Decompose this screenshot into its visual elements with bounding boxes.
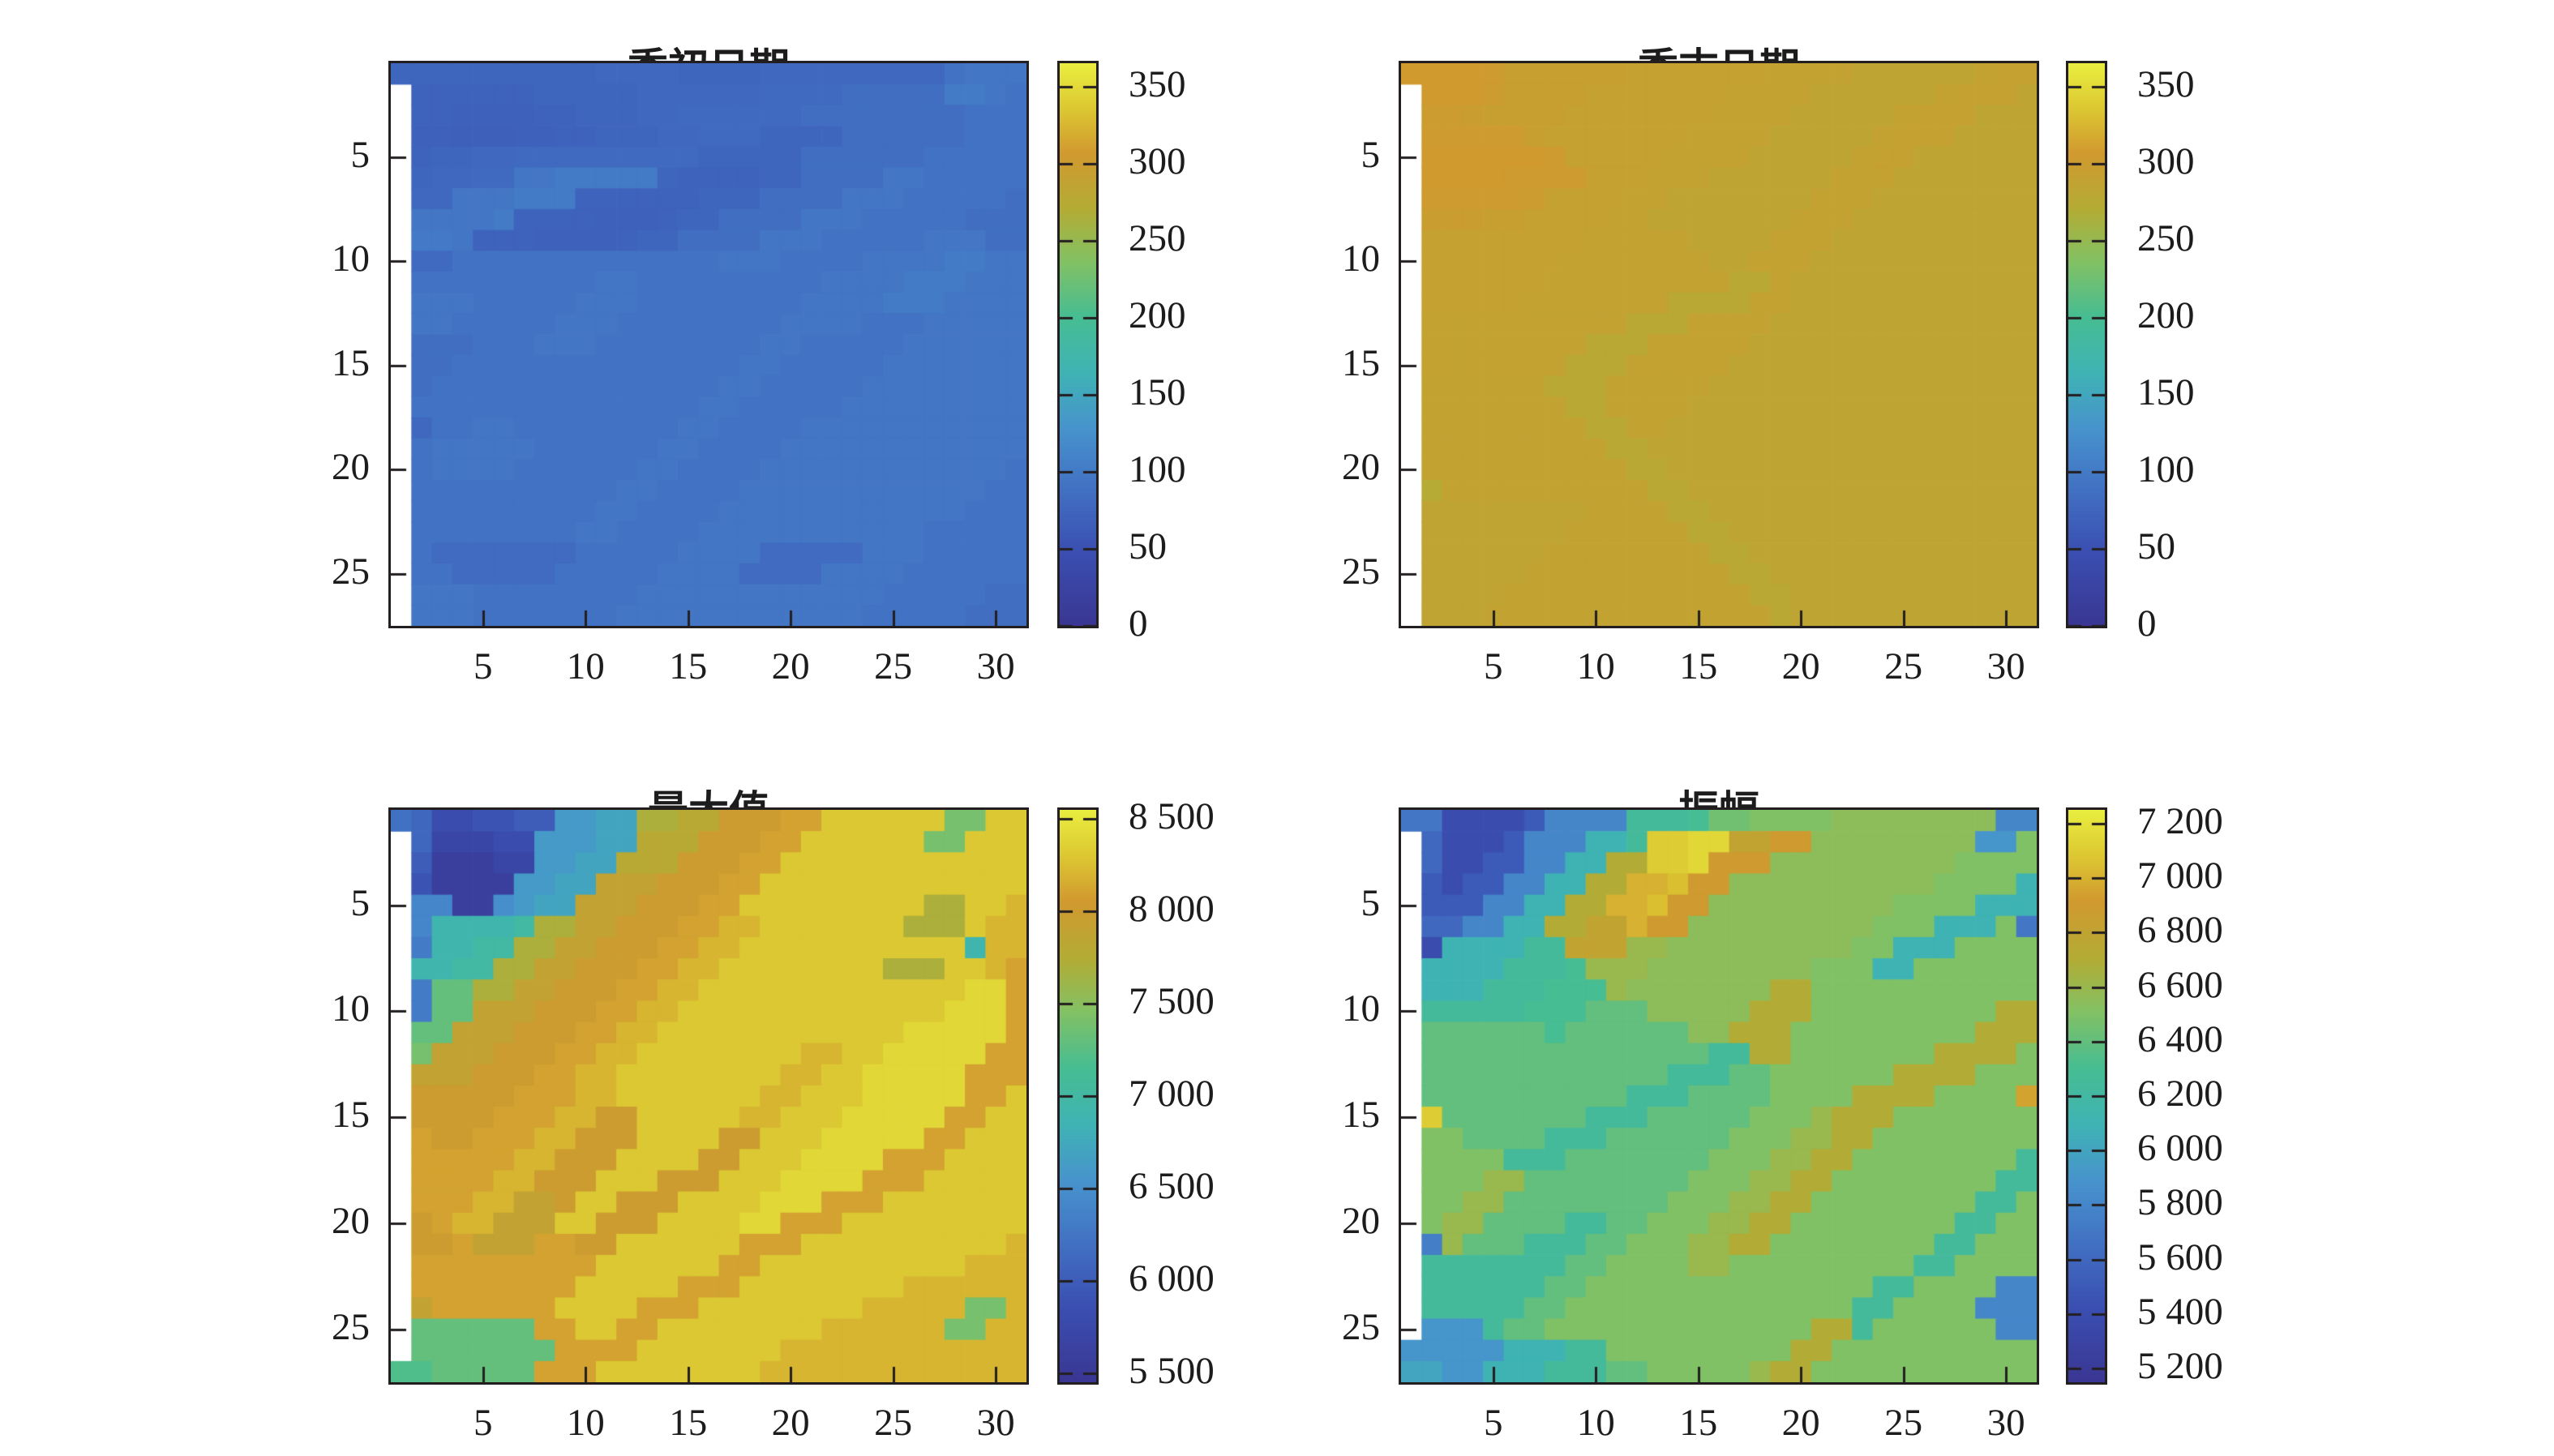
- y-tick-label: 20: [332, 446, 370, 489]
- x-tick-label: 10: [566, 1402, 605, 1444]
- y-tick-label: 25: [332, 1305, 370, 1348]
- x-tick-label: 30: [976, 1402, 1015, 1444]
- x-tick-label: 20: [771, 1402, 810, 1444]
- colorbar-tick-label: 0: [1129, 602, 1148, 644]
- colorbar-tick-label: 150: [1129, 370, 1186, 413]
- colorbar-canvas: [1060, 63, 1096, 626]
- colorbar-tick-label: 5 600: [2137, 1235, 2223, 1278]
- y-tick-label: 15: [332, 341, 370, 384]
- x-tick-label: 10: [1576, 1402, 1615, 1444]
- x-tick-label: 20: [771, 645, 810, 687]
- colorbar-tick-label: 5 400: [2137, 1290, 2223, 1333]
- x-tick-label: 25: [874, 1402, 913, 1444]
- x-tick-label: 30: [976, 645, 1015, 687]
- y-tick-label: 15: [332, 1094, 370, 1137]
- colorbar-tick-label: 150: [2137, 370, 2195, 413]
- colorbar: [2066, 61, 2107, 628]
- y-tick-label: 5: [1361, 881, 1381, 924]
- y-tick-label: 20: [332, 1199, 370, 1242]
- x-tick-label: 30: [1986, 645, 2025, 687]
- x-tick-label: 20: [1781, 1402, 1820, 1444]
- colorbar-tick-label: 100: [2137, 448, 2195, 490]
- x-tick-label: 10: [566, 645, 605, 687]
- colorbar-tick-label: 6 500: [1129, 1164, 1215, 1207]
- x-tick-label: 15: [669, 645, 708, 687]
- x-tick-label: 25: [1884, 645, 1923, 687]
- colorbar: [1057, 807, 1099, 1385]
- heatmap-plot-area: [388, 61, 1029, 628]
- colorbar-tick-label: 350: [2137, 62, 2195, 105]
- colorbar-tick-label: 300: [2137, 139, 2195, 182]
- colorbar-canvas: [2068, 810, 2105, 1382]
- y-tick-label: 25: [1342, 550, 1380, 593]
- colorbar-tick-label: 5 800: [2137, 1181, 2223, 1224]
- x-tick-label: 5: [1484, 1402, 1503, 1444]
- colorbar-tick-label: 200: [1129, 293, 1186, 336]
- colorbar-tick-label: 6 000: [1129, 1257, 1215, 1300]
- colorbar-tick-label: 8 500: [1129, 795, 1215, 838]
- y-tick-label: 5: [350, 133, 371, 176]
- heatmap-plot-area: [1399, 61, 2039, 628]
- x-tick-label: 20: [1781, 645, 1820, 687]
- y-tick-label: 25: [1342, 1305, 1380, 1348]
- colorbar-tick-label: 50: [1129, 525, 1167, 567]
- y-tick-label: 25: [332, 550, 370, 593]
- y-tick-label: 15: [1342, 1094, 1380, 1137]
- x-tick-label: 5: [474, 645, 493, 687]
- y-tick-label: 10: [1342, 987, 1380, 1030]
- colorbar-tick-label: 7 200: [2137, 799, 2223, 842]
- heatmap-canvas: [1401, 810, 2037, 1382]
- x-tick-label: 30: [1986, 1402, 2025, 1444]
- colorbar-tick-label: 250: [2137, 216, 2195, 259]
- colorbar-tick-label: 7 000: [2137, 854, 2223, 897]
- colorbar-canvas: [1060, 810, 1096, 1382]
- colorbar-tick-label: 250: [1129, 216, 1186, 259]
- y-tick-label: 10: [1342, 238, 1380, 280]
- x-tick-label: 25: [1884, 1402, 1923, 1444]
- heatmap-plot-area: [1399, 807, 2039, 1385]
- colorbar-tick-label: 50: [2137, 525, 2175, 567]
- y-tick-label: 20: [1342, 1199, 1380, 1242]
- colorbar-tick-label: 6 400: [2137, 1017, 2223, 1060]
- y-tick-label: 10: [332, 238, 370, 280]
- colorbar-tick-label: 5 500: [1129, 1349, 1215, 1392]
- colorbar-tick-label: 350: [1129, 62, 1186, 105]
- x-tick-label: 10: [1576, 645, 1615, 687]
- x-tick-label: 15: [1679, 645, 1718, 687]
- colorbar-tick-label: 6 800: [2137, 909, 2223, 952]
- colorbar-tick-label: 6 200: [2137, 1073, 2223, 1115]
- colorbar-tick-label: 200: [2137, 293, 2195, 336]
- x-tick-label: 15: [669, 1402, 708, 1444]
- colorbar-tick-label: 6 000: [2137, 1127, 2223, 1170]
- colorbar-tick-label: 5 200: [2137, 1345, 2223, 1388]
- y-tick-label: 5: [350, 881, 371, 924]
- colorbar-tick-label: 7 000: [1129, 1073, 1215, 1115]
- y-tick-label: 15: [1342, 341, 1380, 384]
- colorbar-tick-label: 100: [1129, 448, 1186, 490]
- colorbar-tick-label: 7 500: [1129, 980, 1215, 1023]
- colorbar-tick-label: 8 000: [1129, 888, 1215, 931]
- colorbar-tick-label: 6 600: [2137, 963, 2223, 1006]
- heatmap-canvas: [1401, 63, 2037, 626]
- colorbar-tick-label: 0: [2137, 602, 2157, 644]
- x-tick-label: 25: [874, 645, 913, 687]
- y-tick-label: 20: [1342, 446, 1380, 489]
- y-tick-label: 10: [332, 987, 370, 1030]
- heatmap-plot-area: [388, 807, 1029, 1385]
- x-tick-label: 5: [474, 1402, 493, 1444]
- colorbar-tick-label: 300: [1129, 139, 1186, 182]
- colorbar-canvas: [2068, 63, 2105, 626]
- heatmap-canvas: [391, 63, 1026, 626]
- x-tick-label: 5: [1484, 645, 1503, 687]
- y-tick-label: 5: [1361, 133, 1381, 176]
- colorbar: [1057, 61, 1099, 628]
- heatmap-canvas: [391, 810, 1026, 1382]
- colorbar: [2066, 807, 2107, 1385]
- x-tick-label: 15: [1679, 1402, 1718, 1444]
